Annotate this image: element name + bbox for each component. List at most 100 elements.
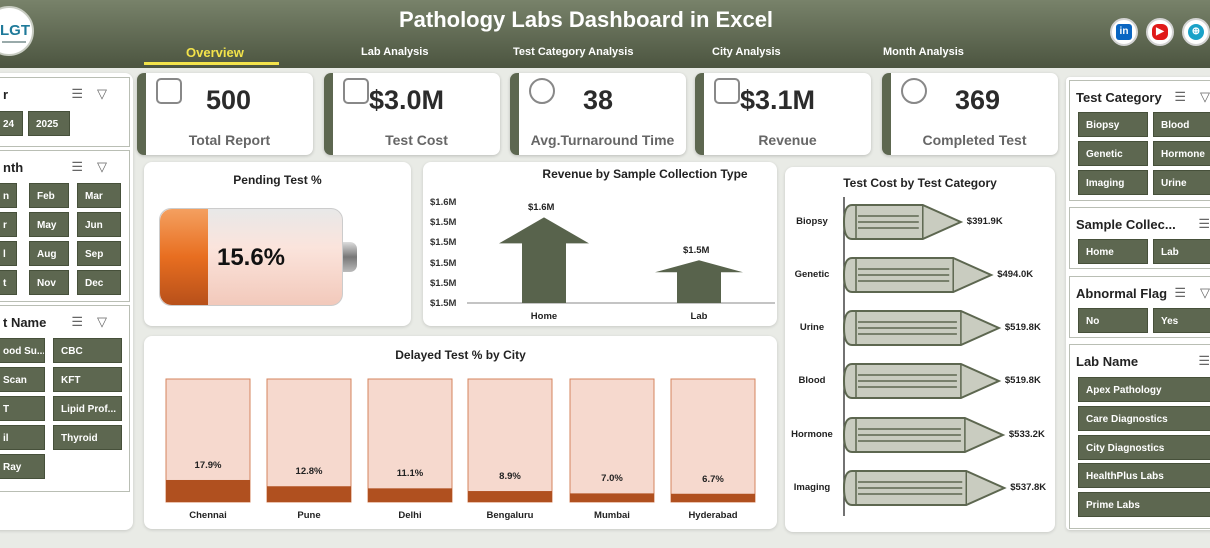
slicer-controls-icon[interactable]: ☰▽ (1174, 89, 1210, 104)
youtube-icon[interactable]: ▶ (1146, 18, 1174, 46)
slicer-controls-icon[interactable]: ☰ (1198, 216, 1210, 232)
slicer-controls-icon[interactable]: ☰▽ (71, 86, 121, 101)
data-label: $1.6M (528, 202, 555, 214)
slicer-item[interactable]: Imaging (1078, 170, 1148, 195)
kpi-label: Avg.Turnaround Time (530, 132, 675, 148)
tab-city-analysis[interactable]: City Analysis (712, 46, 781, 58)
slicer-item[interactable]: 2025 (28, 111, 70, 136)
data-label: $391.9K (966, 216, 1003, 227)
x-category-label: Home (530, 311, 558, 322)
slicer-item[interactable]: Blood (1153, 112, 1210, 137)
slicer-item[interactable]: Genetic (1078, 141, 1148, 166)
month-slicer-title: nth (3, 160, 24, 175)
delayed-by-city-card: Delayed Test % by City 17.9% Chennai 12.8%… (144, 336, 777, 529)
tab-lab-analysis[interactable]: Lab Analysis (361, 46, 429, 58)
report-icon (156, 78, 182, 104)
kpi-value: 38 (583, 85, 614, 115)
slicer-item[interactable]: CBC (53, 338, 122, 363)
lab-name-slicer: Lab Name ☰ Apex Pathology Care Diagnosti… (1069, 344, 1210, 529)
slicer-item[interactable]: Prime Labs (1078, 492, 1210, 517)
kpi-total-report: 500 Total Report (137, 73, 313, 155)
slicer-controls-icon[interactable]: ☰ (1198, 353, 1210, 369)
slicer-item[interactable]: No (1078, 308, 1148, 333)
abnormal-slicer-title: Abnormal Flag (1076, 286, 1168, 301)
kpi-label: Test Cost (385, 132, 448, 148)
kpi-value: $3.0M (369, 85, 445, 115)
slicer-item[interactable]: Jun (77, 212, 121, 237)
y-tick-label: $1.5M (430, 258, 457, 269)
slicer-item[interactable]: Aug (29, 241, 69, 266)
slicer-item[interactable]: il (0, 425, 45, 450)
slicer-item[interactable]: Biopsy (1078, 112, 1148, 137)
kpi-test-cost: $3.0M Test Cost (324, 73, 500, 155)
magnifier-icon (901, 78, 927, 104)
slicer-item[interactable]: Home (1078, 239, 1148, 264)
slicer-item[interactable]: Nov (29, 270, 69, 295)
linkedin-icon[interactable]: in (1110, 18, 1138, 46)
bar-track (467, 378, 553, 503)
y-category-label: Genetic (794, 269, 830, 280)
slicer-item[interactable]: Mar (77, 183, 121, 208)
slicer-item[interactable]: Lab (1153, 239, 1210, 264)
slicer-item[interactable]: Lipid Prof... (53, 396, 122, 421)
data-label: 7.0% (601, 473, 623, 485)
slicer-item[interactable]: 24 (0, 111, 23, 136)
data-label: $537.8K (1010, 482, 1047, 493)
slicer-controls-icon[interactable]: ☰▽ (1174, 285, 1210, 300)
slicer-item[interactable]: ood Su... (0, 338, 45, 363)
chart-title: Revenue by Sample Collection Type (542, 167, 748, 181)
web-icon[interactable]: ⊕ (1182, 18, 1210, 46)
battery-fill (160, 209, 209, 305)
data-label: $519.8K (1004, 322, 1041, 333)
test-category-slicer-title: Test Category (1076, 90, 1162, 105)
logo: LGT (0, 6, 34, 56)
slicer-controls-icon[interactable]: ☰▽ (71, 314, 121, 329)
slicer-item[interactable]: n (0, 183, 17, 208)
slicer-item[interactable]: Dec (77, 270, 121, 295)
bar-chart-icon (714, 78, 740, 104)
slicer-item[interactable]: t (0, 270, 17, 295)
slicer-item[interactable]: City Diagnostics (1078, 435, 1210, 460)
kpi-completed-test: 369 Completed Test (882, 73, 1058, 155)
slicer-item[interactable]: Yes (1153, 308, 1210, 333)
data-label: $519.8K (1004, 375, 1041, 386)
kpi-value: 500 (206, 85, 252, 115)
slicer-controls-icon[interactable]: ☰▽ (71, 159, 121, 174)
bar (570, 493, 654, 502)
slicer-item[interactable]: Scan (0, 367, 45, 392)
data-label: 6.7% (702, 473, 724, 485)
test-name-slicer: t Name ☰▽ ood Su... CBC Scan KFT T Lipid… (0, 305, 130, 492)
tab-overview[interactable]: Overview (186, 45, 244, 60)
slicer-item[interactable]: Urine (1153, 170, 1210, 195)
slicer-item[interactable]: Thyroid (53, 425, 122, 450)
chart-title: Pending Test % (233, 173, 322, 187)
slicer-item[interactable]: KFT (53, 367, 122, 392)
chart-title: Delayed Test % by City (395, 348, 526, 362)
slicer-item[interactable]: Ray (0, 454, 45, 479)
slicer-item[interactable]: May (29, 212, 69, 237)
y-category-label: Biopsy (796, 216, 828, 227)
tab-test-category-analysis[interactable]: Test Category Analysis (513, 46, 634, 58)
test-name-slicer-title: t Name (3, 315, 47, 330)
y-tick-label: $1.5M (430, 237, 457, 248)
slicer-item[interactable]: T (0, 396, 45, 421)
sample-slicer-title: Sample Collec... (1076, 217, 1176, 232)
slicer-item[interactable]: Sep (77, 241, 121, 266)
data-label: 11.1% (396, 468, 424, 480)
y-category-label: Blood (798, 375, 826, 386)
slicer-item[interactable]: l (0, 241, 17, 266)
tab-month-analysis[interactable]: Month Analysis (883, 46, 964, 58)
data-label: $533.2K (1008, 429, 1045, 440)
kpi-label: Completed Test (922, 132, 1027, 148)
y-category-label: Urine (799, 322, 825, 333)
bar-track (367, 378, 453, 503)
slicer-item[interactable]: HealthPlus Labs (1078, 463, 1210, 488)
slicer-item[interactable]: r (0, 212, 17, 237)
slicer-item[interactable]: Care Diagnostics (1078, 406, 1210, 431)
slicer-item[interactable]: Feb (29, 183, 69, 208)
slicer-item[interactable]: Hormone (1153, 141, 1210, 166)
bar (166, 479, 250, 502)
slicer-item[interactable]: Apex Pathology (1078, 377, 1210, 402)
y-tick-label: $1.5M (430, 278, 457, 289)
bar (468, 491, 552, 502)
